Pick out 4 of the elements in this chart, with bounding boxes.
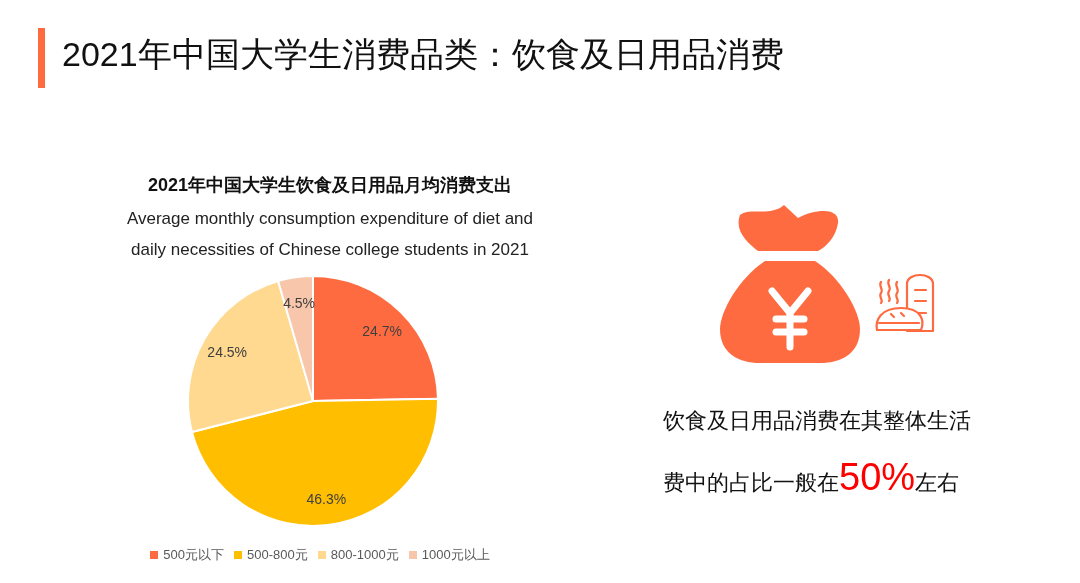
subtitle: 2021年中国大学生饮食及日用品月均消费支出	[146, 174, 513, 197]
annotation: Average monthly consumption expenditure of diet and daily necessities of Chinese college students in 2021	[125, 208, 535, 261]
annotation: 饮食及日用品消费在其整体生活费中的占比一般在50%左右	[663, 407, 972, 500]
title: 2021年中国大学生消费品类：饮食及日用品消费	[62, 34, 784, 74]
